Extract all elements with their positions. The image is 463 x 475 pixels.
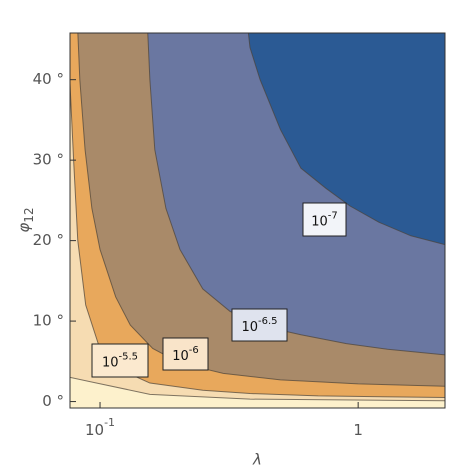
label-text: 10-6 — [172, 345, 199, 364]
contour-label: 10-7 — [302, 202, 347, 237]
label-exponent: -6.5 — [258, 316, 278, 327]
contour-region — [248, 33, 445, 245]
plot-area — [70, 33, 445, 408]
contour-label: 10-6 — [162, 337, 209, 371]
x-tick-label: 10-1 — [85, 416, 115, 439]
y-tick-label: 10 ° — [33, 312, 64, 330]
y-tick-label: 40 ° — [33, 70, 64, 88]
label-text: 10-7 — [311, 211, 338, 230]
y-tick-label: 30 ° — [33, 151, 64, 169]
contour-line — [147, 33, 445, 356]
contour-line — [70, 376, 445, 402]
label-base: 10 — [311, 214, 328, 229]
contour-label: 10-5.5 — [91, 343, 149, 378]
label-box — [231, 308, 288, 342]
label-text: 10-5.5 — [102, 352, 138, 371]
contour-label: 10-6.5 — [231, 308, 288, 342]
x-tick-base: 10 — [85, 421, 104, 439]
label-box — [302, 202, 347, 237]
label-exponent: -5.5 — [119, 352, 139, 363]
frame — [69, 32, 446, 409]
y-axis-label: φ12 — [15, 207, 36, 232]
x-axis-label: λ — [252, 451, 262, 469]
label-box — [162, 337, 209, 371]
y-tick-label: 20 ° — [33, 231, 64, 249]
label-base: 10 — [172, 349, 189, 364]
x-tick-exponent: -1 — [104, 416, 115, 429]
label-box — [91, 343, 149, 378]
y-axis-label-sub: 12 — [22, 207, 36, 222]
label-exponent: -6 — [189, 345, 199, 356]
label-base: 10 — [241, 320, 258, 335]
label-base: 10 — [102, 355, 119, 370]
contour-line — [247, 33, 445, 246]
label-text: 10-6.5 — [241, 316, 277, 335]
x-tick-label: 1 — [353, 421, 363, 439]
y-axis-label-main: φ — [15, 223, 33, 233]
contour-line — [77, 33, 445, 387]
x-tick-base: 1 — [353, 421, 363, 439]
y-tick-label: 0 ° — [42, 392, 64, 410]
label-exponent: -7 — [328, 211, 338, 222]
